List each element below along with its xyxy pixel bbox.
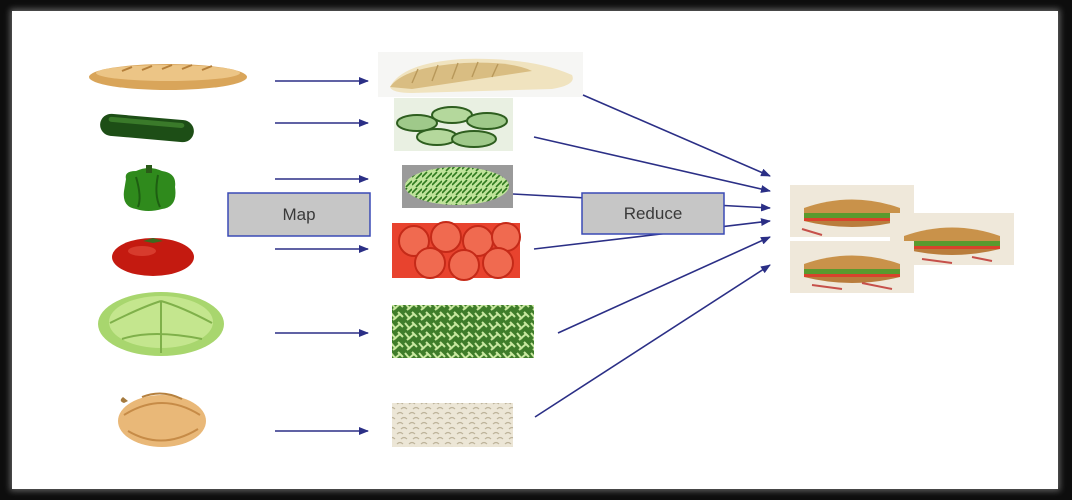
- reduce-box: Reduce: [581, 192, 725, 235]
- sliced-tomato-icon: [392, 221, 521, 281]
- reduce-arrow: [557, 236, 771, 334]
- diagram-frame: Map: [12, 11, 1058, 489]
- reduce-arrow: [533, 218, 771, 250]
- reduce-arrow: [533, 136, 771, 193]
- chopped-pepper-icon: [402, 165, 513, 208]
- baguette-icon: [89, 64, 247, 90]
- green-pepper-icon: [123, 165, 176, 211]
- sandwich-icon: [790, 241, 914, 293]
- sliced-cucumber-icon: [394, 98, 513, 151]
- map-reduce-diagram: Map: [89, 52, 1014, 447]
- shredded-lettuce-icon: [392, 305, 534, 358]
- reduce-arrow: [582, 94, 771, 177]
- onion-icon: [118, 392, 206, 447]
- sliced-bread-icon: [378, 52, 583, 97]
- cucumber-icon: [100, 113, 194, 143]
- tomato-icon: [112, 238, 194, 276]
- map-arrows: [275, 77, 369, 435]
- map-label: Map: [282, 205, 315, 224]
- map-box: Map: [227, 192, 371, 237]
- reduce-label: Reduce: [624, 204, 683, 223]
- lettuce-icon: [98, 292, 224, 356]
- reduce-arrow: [534, 264, 771, 418]
- chopped-onion-icon: [392, 403, 513, 447]
- reduce-arrows: [512, 94, 771, 418]
